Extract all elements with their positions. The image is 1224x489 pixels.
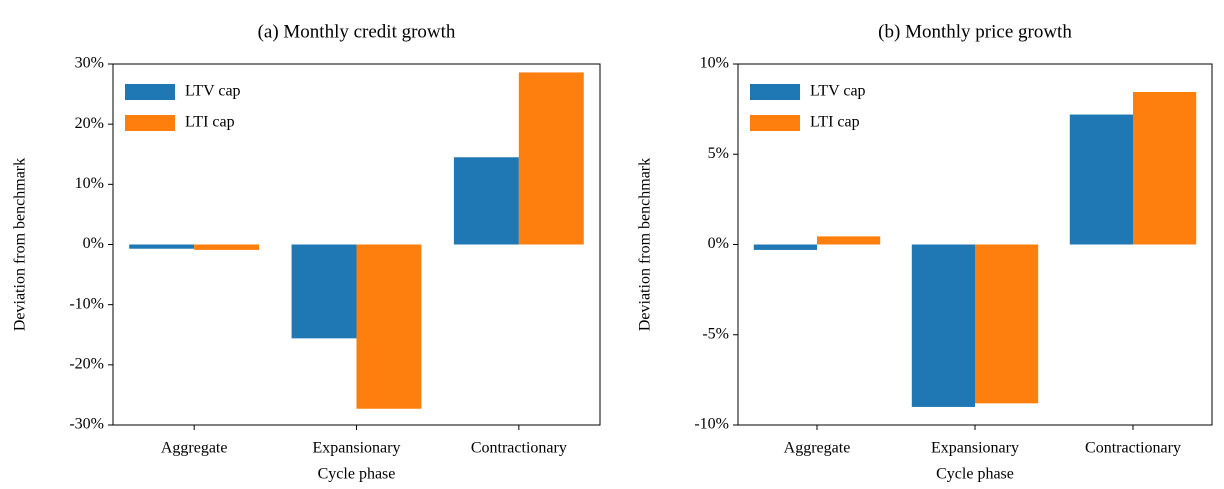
x-axis-label: Cycle phase	[936, 466, 1014, 483]
y-tick-label: -5%	[702, 325, 729, 342]
y-tick-label: -10%	[69, 295, 104, 312]
bar	[291, 244, 357, 339]
x-tick-label: Aggregate	[784, 440, 851, 457]
chart-title: (b) Monthly price growth	[878, 21, 1072, 42]
x-axis-label: Cycle phase	[318, 466, 396, 483]
bar	[1069, 114, 1133, 245]
legend-label: LTV cap	[810, 83, 866, 100]
legend-swatch	[125, 84, 175, 100]
legend-label: LTV cap	[185, 83, 241, 100]
x-tick-label: Contractionary	[1085, 440, 1181, 457]
legend-swatch	[750, 84, 800, 100]
bar	[817, 236, 881, 245]
y-tick-label: -30%	[69, 416, 104, 433]
y-tick-label: 10%	[700, 55, 729, 72]
legend-label: LTI cap	[810, 114, 860, 131]
y-tick-label: -10%	[694, 416, 729, 433]
chart-title: (a) Monthly credit growth	[258, 21, 456, 42]
bar	[911, 244, 975, 407]
bar	[129, 244, 195, 249]
x-tick-label: Contractionary	[471, 440, 567, 457]
bar	[356, 244, 422, 409]
bar	[518, 72, 584, 245]
y-tick-label: 10%	[75, 175, 104, 192]
bar	[194, 244, 260, 250]
y-tick-label: 5%	[708, 145, 729, 162]
y-axis-label: Deviation from benchmark	[12, 158, 29, 331]
bar	[1133, 91, 1197, 245]
y-tick-label: 0%	[83, 235, 104, 252]
legend-swatch	[125, 115, 175, 131]
legend-label: LTI cap	[185, 114, 235, 131]
y-tick-label: 20%	[75, 115, 104, 132]
y-tick-label: 0%	[708, 235, 729, 252]
plot-frame	[737, 63, 1213, 426]
y-tick-label: 30%	[75, 55, 104, 72]
x-tick-label: Aggregate	[161, 440, 228, 457]
legend-swatch	[750, 115, 800, 131]
plot-frame	[112, 63, 601, 426]
bar	[753, 244, 817, 250]
y-tick-label: -20%	[69, 356, 104, 373]
y-axis-label: Deviation from benchmark	[637, 158, 654, 331]
bar	[975, 244, 1039, 404]
bar	[453, 157, 519, 245]
x-tick-label: Expansionary	[931, 440, 1019, 457]
x-tick-label: Expansionary	[313, 440, 401, 457]
